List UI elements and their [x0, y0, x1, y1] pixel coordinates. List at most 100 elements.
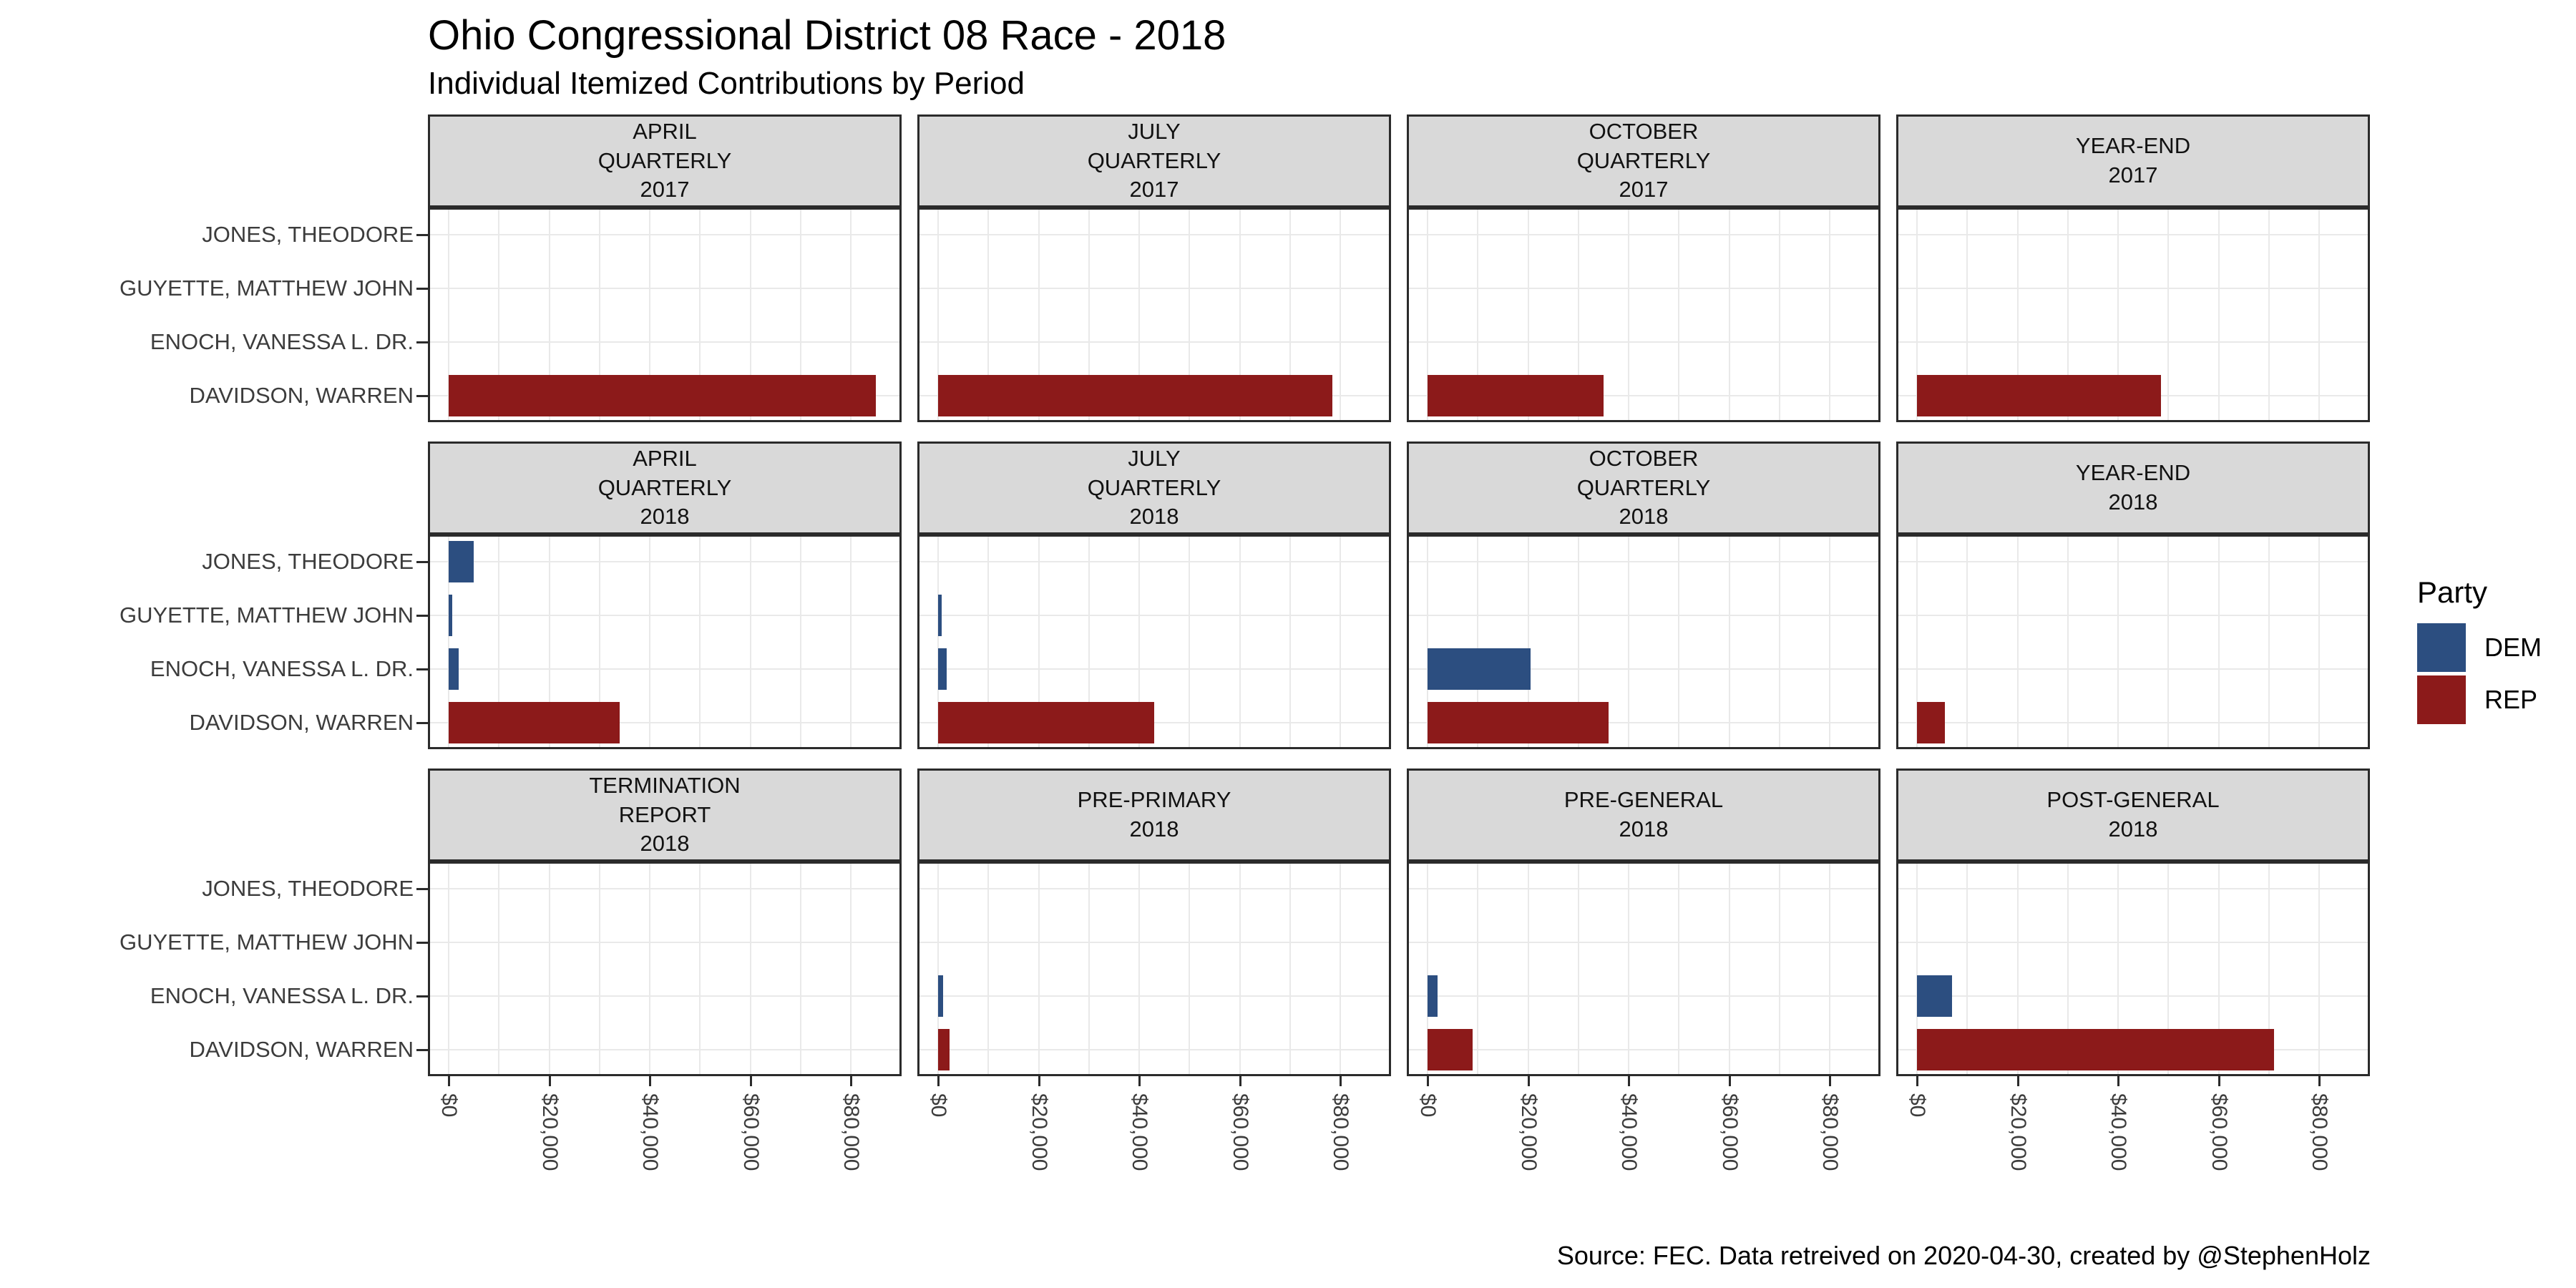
x-axis-tick	[1728, 1076, 1731, 1086]
legend-label-rep: REP	[2484, 685, 2538, 714]
x-axis-tick	[749, 1076, 752, 1086]
gridline-horizontal	[430, 668, 899, 670]
gridline-vertical	[1628, 537, 1629, 747]
gridline-horizontal	[1409, 668, 1878, 670]
gridline-vertical	[937, 864, 939, 1074]
gridline-horizontal	[430, 1048, 899, 1050]
x-axis-label: $80,000	[2308, 1093, 2331, 1171]
bar-dem	[449, 594, 452, 636]
facet-strip-line: 2017	[1129, 177, 1179, 203]
gridline-horizontal	[1898, 995, 2368, 997]
facet-strip: OCTOBER QUARTERLY 2017	[1407, 114, 1880, 208]
gridline-horizontal	[919, 287, 1389, 289]
gridline-vertical	[1527, 537, 1529, 747]
x-axis-label: $80,000	[839, 1093, 863, 1171]
facet-strip-line: JULY	[1128, 118, 1181, 144]
facet-strip-line: 2018	[1619, 504, 1669, 530]
gridline-vertical	[1728, 537, 1730, 747]
facet-strip: APRIL QUARTERLY 2017	[428, 114, 902, 208]
gridline-vertical	[1477, 537, 1479, 747]
y-axis-tick	[416, 887, 428, 890]
gridline-horizontal	[430, 887, 899, 889]
gridline-vertical	[2067, 210, 2069, 420]
x-axis-tick	[448, 1076, 450, 1086]
gridline-vertical	[649, 537, 650, 747]
gridline-horizontal	[1409, 341, 1878, 343]
x-axis-tick	[1829, 1076, 1831, 1086]
gridline-vertical	[1728, 210, 1730, 420]
gridline-vertical	[1189, 864, 1191, 1074]
gridline-vertical	[2016, 864, 2019, 1074]
y-axis-label: DAVIDSON, WARREN	[189, 1036, 414, 1062]
gridline-vertical	[1340, 210, 1341, 420]
facet-strip-line: TERMINATION	[589, 772, 741, 798]
facet-strip-line: REPORT	[618, 801, 711, 827]
gridline-horizontal	[1898, 668, 2368, 670]
bar-dem	[938, 648, 947, 690]
y-axis-tick	[416, 287, 428, 290]
gridline-horizontal	[1409, 995, 1878, 997]
y-axis-label: JONES, THEODORE	[202, 875, 414, 901]
gridline-vertical	[1138, 537, 1140, 747]
x-axis-label: $0	[437, 1093, 461, 1118]
gridline-vertical	[699, 210, 701, 420]
bar-dem	[449, 540, 474, 582]
gridline-vertical	[2167, 210, 2170, 420]
gridline-vertical	[1340, 864, 1341, 1074]
gridline-vertical	[749, 210, 751, 420]
y-axis-label: ENOCH, VANESSA L. DR.	[150, 328, 414, 354]
x-axis-label: $80,000	[1329, 1093, 1352, 1171]
facet-strip-line: 2018	[640, 831, 690, 857]
gridline-vertical	[548, 210, 550, 420]
gridline-vertical	[1966, 537, 1968, 747]
gridline-vertical	[987, 210, 990, 420]
x-axis-label: $40,000	[638, 1093, 662, 1171]
gridline-vertical	[1966, 210, 1968, 420]
facet-strip: POST-GENERAL 2018	[1896, 769, 2370, 862]
page-title: Ohio Congressional District 08 Race - 20…	[428, 12, 1226, 59]
gridline-vertical	[1138, 864, 1140, 1074]
gridline-vertical	[699, 537, 701, 747]
page-subtitle: Individual Itemized Contributions by Per…	[428, 66, 1025, 101]
gridline-vertical	[1829, 864, 1830, 1074]
gridline-vertical	[1778, 864, 1780, 1074]
gridline-vertical	[1477, 210, 1479, 420]
x-axis-label: $60,000	[1717, 1093, 1742, 1171]
gridline-vertical	[548, 864, 550, 1074]
y-axis-tick	[416, 995, 428, 997]
facet-strip-line: QUARTERLY	[1576, 147, 1711, 173]
gridline-vertical	[1038, 864, 1040, 1074]
x-axis-label: $0	[1416, 1093, 1440, 1118]
x-axis-label: $40,000	[2107, 1093, 2130, 1171]
facet-strip: YEAR-END 2018	[1896, 441, 2370, 535]
gridline-vertical	[2318, 864, 2320, 1074]
gridline-vertical	[1678, 537, 1680, 747]
gridline-vertical	[649, 864, 650, 1074]
gridline-vertical	[1088, 864, 1090, 1074]
gridline-vertical	[1966, 864, 1968, 1074]
facet-panel	[1407, 862, 1880, 1076]
facet-panel	[428, 862, 902, 1076]
gridline-vertical	[2318, 210, 2320, 420]
gridline-vertical	[1916, 864, 1918, 1074]
gridline-vertical	[2268, 537, 2270, 747]
gridline-vertical	[1829, 537, 1830, 747]
facet-strip-line: QUARTERLY	[1576, 474, 1711, 500]
gridline-horizontal	[919, 995, 1389, 997]
gridline-vertical	[2167, 537, 2170, 747]
bar-rep	[1428, 1028, 1473, 1070]
gridline-vertical	[2016, 210, 2019, 420]
gridline-horizontal	[1409, 887, 1878, 889]
facet-strip-line: OCTOBER	[1589, 118, 1699, 144]
gridline-vertical	[937, 537, 939, 747]
bar-rep	[938, 374, 1333, 416]
facet-strip: PRE-GENERAL 2018	[1407, 769, 1880, 862]
gridline-vertical	[2318, 537, 2320, 747]
gridline-horizontal	[919, 1048, 1389, 1050]
gridline-vertical	[2268, 210, 2270, 420]
y-axis-label: GUYETTE, MATTHEW JOHN	[119, 929, 414, 955]
bar-dem	[1428, 648, 1531, 690]
gridline-vertical	[1778, 210, 1780, 420]
x-axis-label: $20,000	[1516, 1093, 1541, 1171]
gridline-vertical	[1628, 864, 1629, 1074]
